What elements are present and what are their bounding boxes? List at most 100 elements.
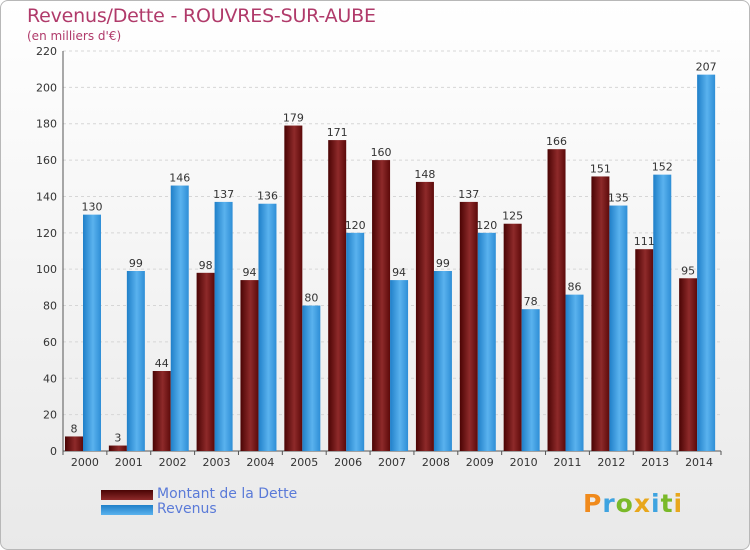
y-tick-label: 180 — [36, 118, 57, 131]
x-tick-label: 2001 — [115, 456, 143, 469]
data-label: 111 — [634, 235, 655, 248]
revenue-bar — [565, 294, 584, 451]
logo-letter: i — [673, 489, 684, 518]
y-tick-label: 200 — [36, 81, 57, 94]
data-label: 99 — [129, 257, 143, 270]
logo-letter: i — [651, 489, 661, 518]
debt-bar — [328, 140, 347, 451]
data-label: 130 — [82, 201, 103, 214]
x-tick-label: 2014 — [685, 456, 713, 469]
debt-bar — [459, 201, 478, 451]
debt-bar — [547, 149, 566, 451]
proxiti-logo: Proxiti — [583, 489, 683, 518]
data-label: 152 — [652, 161, 673, 174]
debt-bar — [65, 436, 83, 451]
data-label: 78 — [524, 295, 538, 308]
revenue-bar — [126, 271, 145, 451]
x-tick-label: 2007 — [378, 456, 406, 469]
revenue-bar — [390, 280, 409, 451]
y-tick-label: 80 — [43, 300, 57, 313]
labels-layer: 0 20 40 60 80 100 120 140 160 180 200 220 8 130 2000 3 9… — [36, 45, 717, 469]
revenue-bar — [477, 232, 496, 451]
revenue-bar — [170, 185, 189, 451]
x-tick-label: 2012 — [597, 456, 625, 469]
data-label: 148 — [414, 168, 435, 181]
data-label: 146 — [169, 172, 190, 185]
debt-bar — [240, 280, 259, 451]
x-tick-label: 2005 — [290, 456, 318, 469]
data-label: 151 — [590, 162, 611, 175]
debt-bar — [415, 181, 434, 451]
data-label: 179 — [283, 112, 304, 125]
x-tick-label: 2011 — [553, 456, 581, 469]
data-label: 125 — [502, 210, 523, 223]
x-tick-label: 2008 — [422, 456, 450, 469]
data-label: 99 — [436, 257, 450, 270]
data-label: 160 — [371, 146, 392, 159]
chart-subtitle: (en milliers d'€) — [27, 29, 122, 43]
y-tick-label: 100 — [36, 263, 57, 276]
debt-bar — [152, 371, 171, 451]
data-label: 207 — [696, 61, 717, 74]
debt-bar — [591, 176, 610, 452]
revenue-bar — [302, 305, 321, 451]
debt-bar — [503, 223, 522, 451]
y-tick-label: 20 — [43, 409, 57, 422]
x-tick-label: 2004 — [246, 456, 274, 469]
data-label: 137 — [458, 188, 479, 201]
revenue-bar — [258, 203, 277, 451]
data-label: 3 — [114, 432, 121, 445]
x-tick-label: 2002 — [159, 456, 187, 469]
data-label: 171 — [327, 126, 348, 139]
logo-letter: r — [602, 489, 616, 518]
legend-swatch-debt — [101, 490, 153, 500]
revenue-bar — [433, 271, 452, 451]
revenue-bar — [214, 201, 233, 451]
legend-swatch-revenue — [101, 505, 153, 515]
revenue-bar — [346, 232, 365, 451]
legend-label-debt: Montant de la Dette — [157, 486, 298, 502]
revenue-bar — [609, 205, 628, 451]
x-tick-label: 2013 — [641, 456, 669, 469]
data-label: 94 — [242, 266, 256, 279]
data-label: 86 — [568, 281, 582, 294]
data-label: 80 — [304, 292, 318, 305]
y-tick-label: 220 — [36, 45, 57, 58]
debt-bar — [284, 125, 303, 451]
logo-letter: x — [633, 489, 651, 518]
x-tick-label: 2003 — [203, 456, 231, 469]
y-tick-label: 140 — [36, 190, 57, 203]
x-tick-label: 2009 — [466, 456, 494, 469]
debt-bar — [108, 445, 127, 451]
revenue-bar — [697, 74, 716, 452]
y-tick-label: 0 — [50, 445, 57, 458]
logo-letter: P — [583, 489, 603, 518]
debt-bar — [635, 249, 654, 451]
data-label: 98 — [199, 259, 213, 272]
bars-layer — [65, 74, 716, 452]
x-tick-label: 2010 — [510, 456, 538, 469]
y-tick-label: 60 — [43, 336, 57, 349]
debt-bar — [196, 272, 215, 451]
y-tick-label: 160 — [36, 154, 57, 167]
data-label: 137 — [213, 188, 234, 201]
debt-bar — [372, 160, 391, 451]
data-label: 135 — [608, 192, 629, 205]
chart-title: Revenus/Dette - ROUVRES-SUR-AUBE — [27, 5, 376, 27]
data-label: 166 — [546, 135, 567, 148]
legend-label-revenue: Revenus — [157, 501, 217, 517]
y-tick-label: 120 — [36, 227, 57, 240]
x-tick-label: 2000 — [71, 456, 99, 469]
x-tick-label: 2006 — [334, 456, 362, 469]
data-label: 120 — [345, 219, 366, 232]
data-label: 44 — [155, 357, 169, 370]
data-label: 136 — [257, 190, 278, 203]
revenue-bar — [521, 309, 540, 451]
data-label: 95 — [681, 264, 695, 277]
revenue-bar — [653, 174, 672, 452]
data-label: 8 — [71, 422, 78, 435]
debt-bar — [679, 278, 698, 451]
revenue-bar — [83, 214, 101, 451]
